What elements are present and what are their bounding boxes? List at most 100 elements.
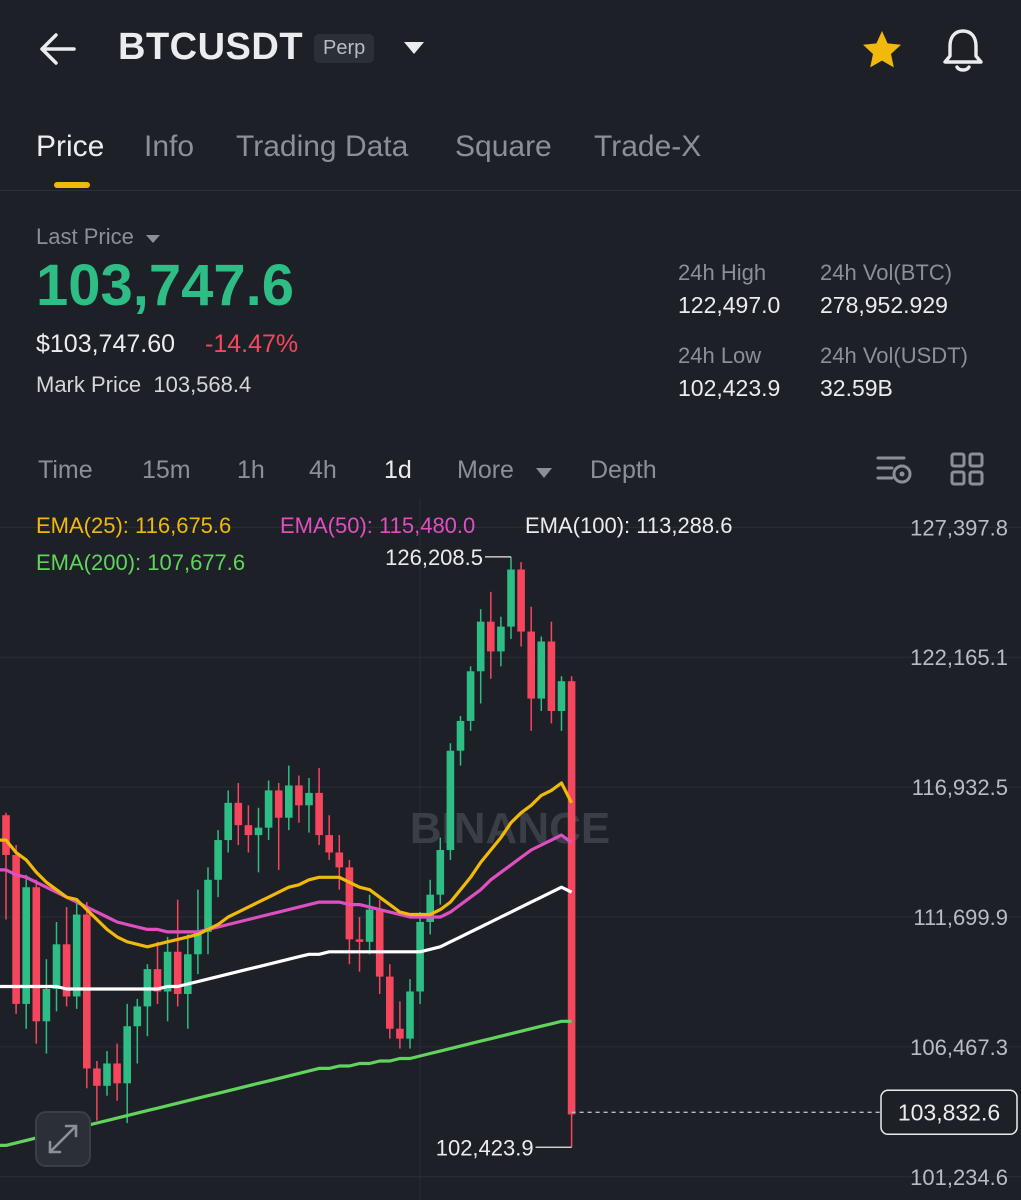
candle-body xyxy=(103,1063,111,1086)
y-tick-label: 111,699.9 xyxy=(913,905,1008,930)
candle-body xyxy=(224,802,232,841)
candle-body xyxy=(406,991,414,1039)
candle-body xyxy=(386,976,394,1029)
grid-layout-icon[interactable] xyxy=(950,452,984,491)
active-tab-indicator xyxy=(54,182,90,188)
vol-usdt-label: 24h Vol(USDT) xyxy=(820,343,968,368)
interval-depth[interactable]: Depth xyxy=(590,456,657,484)
candle-body xyxy=(184,954,192,994)
candle-body xyxy=(517,569,525,632)
candle-body xyxy=(355,939,364,942)
ema200-label: EMA(200): 107,677.6 xyxy=(36,550,245,575)
ema100-line xyxy=(0,885,573,991)
candle-body xyxy=(507,569,515,627)
vol-btc-label: 24h Vol(BTC) xyxy=(820,260,953,285)
interval-more-label: More xyxy=(457,456,514,484)
tab-bar: Price Info Trading Data Square Trade-X xyxy=(0,120,1021,191)
candle-body xyxy=(315,792,323,836)
candle-body xyxy=(426,894,434,922)
candle-body xyxy=(446,750,455,850)
ema200-line xyxy=(0,1019,572,1147)
last-price-label-text: Last Price xyxy=(36,224,134,249)
candle-body xyxy=(153,969,162,992)
interval-1h[interactable]: 1h xyxy=(237,456,265,484)
candle-body xyxy=(567,681,576,1115)
y-tick-label: 116,932.5 xyxy=(912,775,1008,800)
low-marker-label: 102,423.9 xyxy=(436,1135,534,1160)
ema25-label: EMA(25): 116,675.6 xyxy=(36,513,231,538)
candle-body xyxy=(305,792,313,806)
bell-icon[interactable] xyxy=(940,26,986,79)
candle-body xyxy=(365,909,374,942)
candle-body xyxy=(113,1063,121,1084)
candle-body xyxy=(557,681,566,711)
candle-body xyxy=(487,621,495,652)
low-24h-label: 24h Low xyxy=(678,343,762,368)
expand-icon[interactable] xyxy=(35,1111,91,1167)
candle-body xyxy=(497,626,505,652)
low-24h-value: 102,423.9 xyxy=(678,375,781,401)
candle-body xyxy=(83,914,91,1069)
tab-trade-x[interactable]: Trade-X xyxy=(594,130,702,163)
y-tick-label: 101,234.6 xyxy=(910,1165,1008,1190)
current-price-label: 103,832.6 xyxy=(898,1099,1000,1125)
caret-down-icon xyxy=(144,225,162,251)
symbol-title[interactable]: BTCUSDT xyxy=(118,26,304,68)
perp-badge: Perp xyxy=(314,34,375,63)
interval-more[interactable]: More xyxy=(457,456,553,486)
mark-price-value: 103,568.4 xyxy=(153,372,252,397)
ema25-line xyxy=(0,781,574,949)
interval-time[interactable]: Time xyxy=(38,456,93,484)
mark-price: Mark Price 103,568.4 xyxy=(36,372,251,398)
more-caret-icon xyxy=(535,457,553,486)
candle-body xyxy=(254,827,263,836)
candle-body xyxy=(234,802,243,826)
candle-body xyxy=(325,835,333,853)
chart-settings-icon[interactable] xyxy=(876,452,914,491)
candle-body xyxy=(537,641,546,699)
candle-body xyxy=(416,921,424,992)
price-change-percent: -14.47% xyxy=(205,330,299,358)
candle-body xyxy=(466,671,475,721)
interval-4h[interactable]: 4h xyxy=(309,456,337,484)
ema50-label: EMA(50): 115,480.0 xyxy=(280,513,475,538)
candlestick-chart[interactable]: BINANCE 126,208.5 102,423.9 103,832.6 127,… xyxy=(0,500,1021,1200)
tab-square[interactable]: Square xyxy=(455,130,552,163)
candle-body xyxy=(22,887,30,1004)
ema100-label: EMA(100): 113,288.6 xyxy=(525,513,733,538)
candle-body xyxy=(32,887,41,1022)
ema50-line xyxy=(0,833,573,934)
last-price: 103,747.6 xyxy=(36,253,295,318)
candle-body xyxy=(214,840,222,880)
tab-trading-data[interactable]: Trading Data xyxy=(236,130,409,163)
tab-price[interactable]: Price xyxy=(36,130,105,163)
candle-body xyxy=(72,914,81,997)
mark-price-label: Mark Price xyxy=(36,372,142,397)
candle-body xyxy=(244,825,253,836)
star-icon[interactable] xyxy=(860,28,904,77)
candle-body xyxy=(52,944,61,990)
candle-body xyxy=(456,720,465,751)
vol-usdt-value: 32.59B xyxy=(820,375,893,401)
arrow-left-icon[interactable] xyxy=(36,24,80,74)
interval-15m[interactable]: 15m xyxy=(142,456,191,484)
high-marker-label: 126,208.5 xyxy=(385,545,483,570)
triangle-down-icon[interactable] xyxy=(402,38,426,64)
candle-body xyxy=(123,1026,131,1084)
candle-body xyxy=(173,951,182,994)
candle-body xyxy=(396,1028,404,1039)
candle-body xyxy=(547,641,556,711)
candle-body xyxy=(527,631,535,699)
candle-body xyxy=(194,931,202,955)
candle-body xyxy=(295,785,303,806)
candle-body xyxy=(2,815,10,855)
high-24h-value: 122,497.0 xyxy=(678,292,781,318)
candle-body xyxy=(204,879,212,932)
candle-body xyxy=(62,944,71,997)
last-price-label[interactable]: Last Price xyxy=(36,224,162,251)
candle-body xyxy=(375,909,384,977)
tab-info[interactable]: Info xyxy=(144,130,195,163)
candle-body xyxy=(476,621,485,672)
interval-1d[interactable]: 1d xyxy=(384,456,412,484)
candle-body xyxy=(264,790,273,828)
